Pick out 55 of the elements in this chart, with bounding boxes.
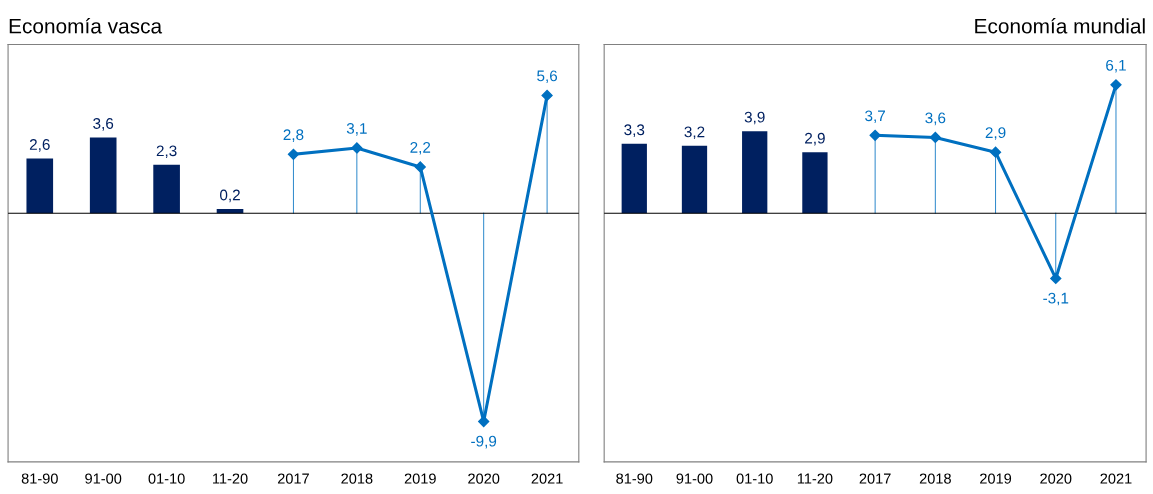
bar <box>681 145 708 214</box>
bar <box>802 152 828 214</box>
chart-title: Economía vasca <box>9 18 163 34</box>
x-tick-label: 91-00 <box>85 473 122 484</box>
point <box>869 129 881 141</box>
data-label: -9,9 <box>471 435 497 449</box>
bar <box>216 208 244 214</box>
data-label: 3,1 <box>346 123 367 136</box>
x-tick-label: 2021 <box>1100 473 1132 484</box>
point <box>1110 79 1122 91</box>
point <box>989 146 1002 158</box>
data-label: 3,6 <box>93 118 114 131</box>
point <box>1050 272 1062 285</box>
x-tick-label: 2019 <box>404 473 436 484</box>
data-label: 0,2 <box>220 189 240 203</box>
x-tick-label: 81-90 <box>21 473 58 484</box>
bar <box>742 131 768 214</box>
x-tick-label: 11-20 <box>797 473 833 484</box>
data-label: 5,6 <box>537 70 558 84</box>
bar <box>89 137 117 214</box>
x-tick-label: 2018 <box>919 473 951 484</box>
point <box>541 89 553 101</box>
bar <box>153 164 180 214</box>
x-tick-label: 2017 <box>859 473 891 484</box>
data-label: 6,1 <box>1106 59 1126 73</box>
point <box>414 161 426 173</box>
x-tick-label: 11-20 <box>213 473 248 484</box>
data-label: -3,1 <box>1043 292 1069 306</box>
x-tick-label: 91-00 <box>676 473 713 484</box>
data-label: 3,9 <box>744 111 765 125</box>
data-label: 3,6 <box>925 112 946 126</box>
chart-title: Economía mundial <box>975 18 1145 34</box>
x-tick-label: 2019 <box>980 473 1012 484</box>
data-label: 3,3 <box>624 124 645 137</box>
x-tick-label: 2017 <box>277 473 309 484</box>
x-tick-label: 2020 <box>1040 473 1072 484</box>
x-tick-label: 01-10 <box>148 473 185 484</box>
bar <box>621 143 647 214</box>
data-label: 2,6 <box>29 139 50 152</box>
bar <box>26 158 54 214</box>
data-label: 2,9 <box>985 127 1006 140</box>
point <box>929 131 941 144</box>
point <box>351 142 363 154</box>
x-tick-label: 81-90 <box>616 473 653 484</box>
data-label: 2,8 <box>283 129 304 142</box>
x-tick-label: 01-10 <box>736 473 773 484</box>
data-label: 2,3 <box>156 145 177 159</box>
data-label: 2,2 <box>410 141 431 155</box>
point <box>287 148 300 160</box>
data-label: 2,9 <box>805 132 825 146</box>
x-tick-label: 2021 <box>531 473 563 484</box>
x-tick-label: 2020 <box>468 473 500 484</box>
data-label: 3,7 <box>865 110 885 124</box>
x-tick-label: 2018 <box>341 473 373 484</box>
data-label: 3,2 <box>684 126 705 140</box>
